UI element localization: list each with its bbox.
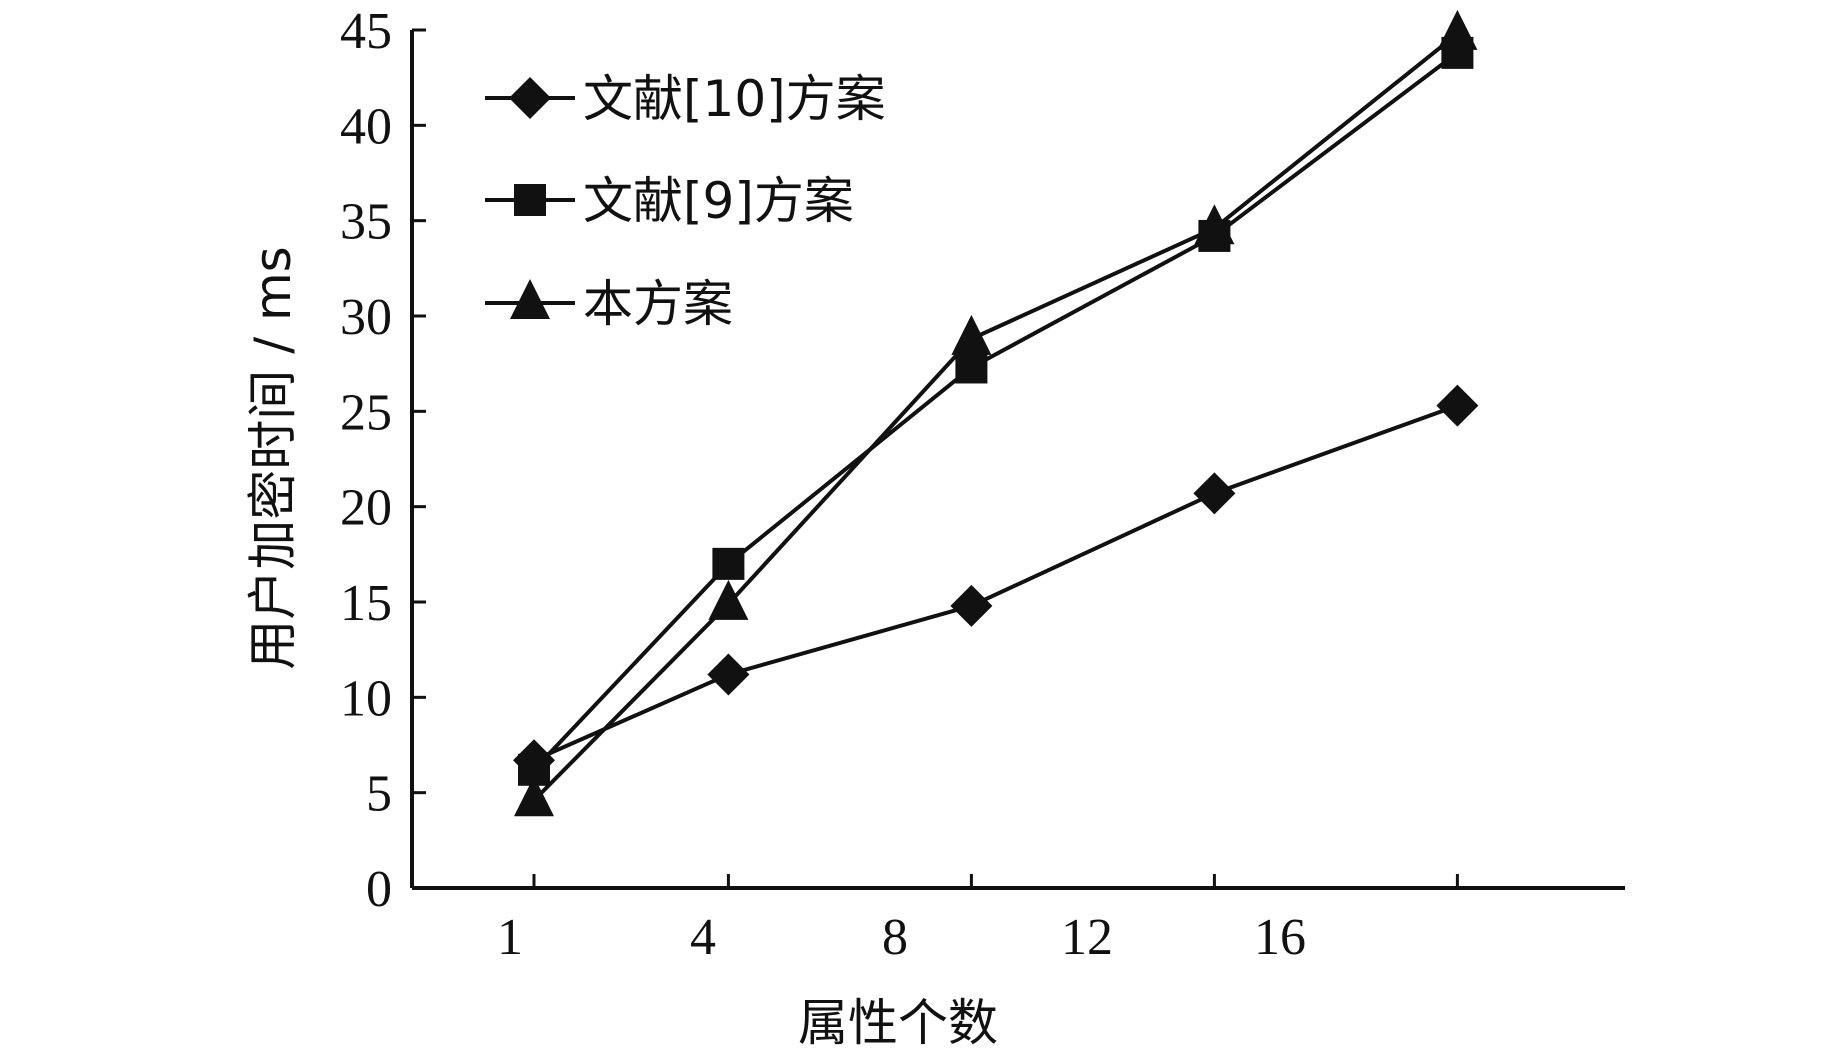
y-tick-label: 45 xyxy=(340,3,392,60)
series-line xyxy=(533,403,1459,763)
y-tick-label: 0 xyxy=(366,861,392,918)
series-3 xyxy=(514,9,1478,817)
y-tick-label: 20 xyxy=(340,480,392,537)
y-tick-label: 30 xyxy=(340,289,392,346)
y-tick-label: 35 xyxy=(340,194,392,251)
x-tick-label: 1 xyxy=(497,909,523,966)
y-tick-label: 10 xyxy=(340,670,392,727)
x-tick-label: 8 xyxy=(882,909,908,966)
axes xyxy=(410,30,1625,890)
data-point-diamond xyxy=(1193,472,1236,515)
series-1 xyxy=(513,384,1479,782)
data-point-triangle xyxy=(708,579,749,620)
y-tick-label: 40 xyxy=(340,98,392,155)
data-point-diamond xyxy=(1436,384,1479,427)
x-tick-label: 12 xyxy=(1061,909,1113,966)
legend-label: 文献[9]方案 xyxy=(583,172,854,230)
legend-marker-square xyxy=(514,184,546,216)
x-axis-title: 属性个数 xyxy=(798,994,998,1052)
data-point-triangle xyxy=(514,776,554,817)
data-point-square xyxy=(955,351,988,384)
y-tick-label: 5 xyxy=(366,766,392,823)
series-line xyxy=(532,32,1459,802)
legend-marker-triangle xyxy=(510,279,550,319)
legend-marker-diamond xyxy=(509,77,551,119)
data-point-square xyxy=(712,547,745,580)
data-point-diamond xyxy=(950,584,993,627)
legend-label: 文献[10]方案 xyxy=(583,70,886,128)
x-tick-label: 16 xyxy=(1254,909,1306,966)
series-layer xyxy=(513,9,1479,817)
legend-item: 文献[9]方案 xyxy=(485,172,854,230)
legend-label: 本方案 xyxy=(583,275,733,333)
y-axis-ticks: 0 5 10 15 20 25 30 35 40 45 xyxy=(340,3,426,918)
data-point-triangle xyxy=(1437,9,1478,50)
data-point-triangle xyxy=(951,314,992,355)
x-axis-ticks: 1 4 8 12 16 xyxy=(497,874,1459,966)
data-point-diamond xyxy=(707,653,750,696)
data-point-triangle xyxy=(1194,204,1235,245)
y-axis-title: 用户加密时间 / ms xyxy=(244,246,302,669)
y-tick-label: 15 xyxy=(340,575,392,632)
legend-item: 本方案 xyxy=(485,275,733,333)
x-tick-label: 4 xyxy=(690,909,716,966)
legend-item: 文献[10]方案 xyxy=(485,70,886,128)
y-tick-label: 25 xyxy=(340,384,392,441)
